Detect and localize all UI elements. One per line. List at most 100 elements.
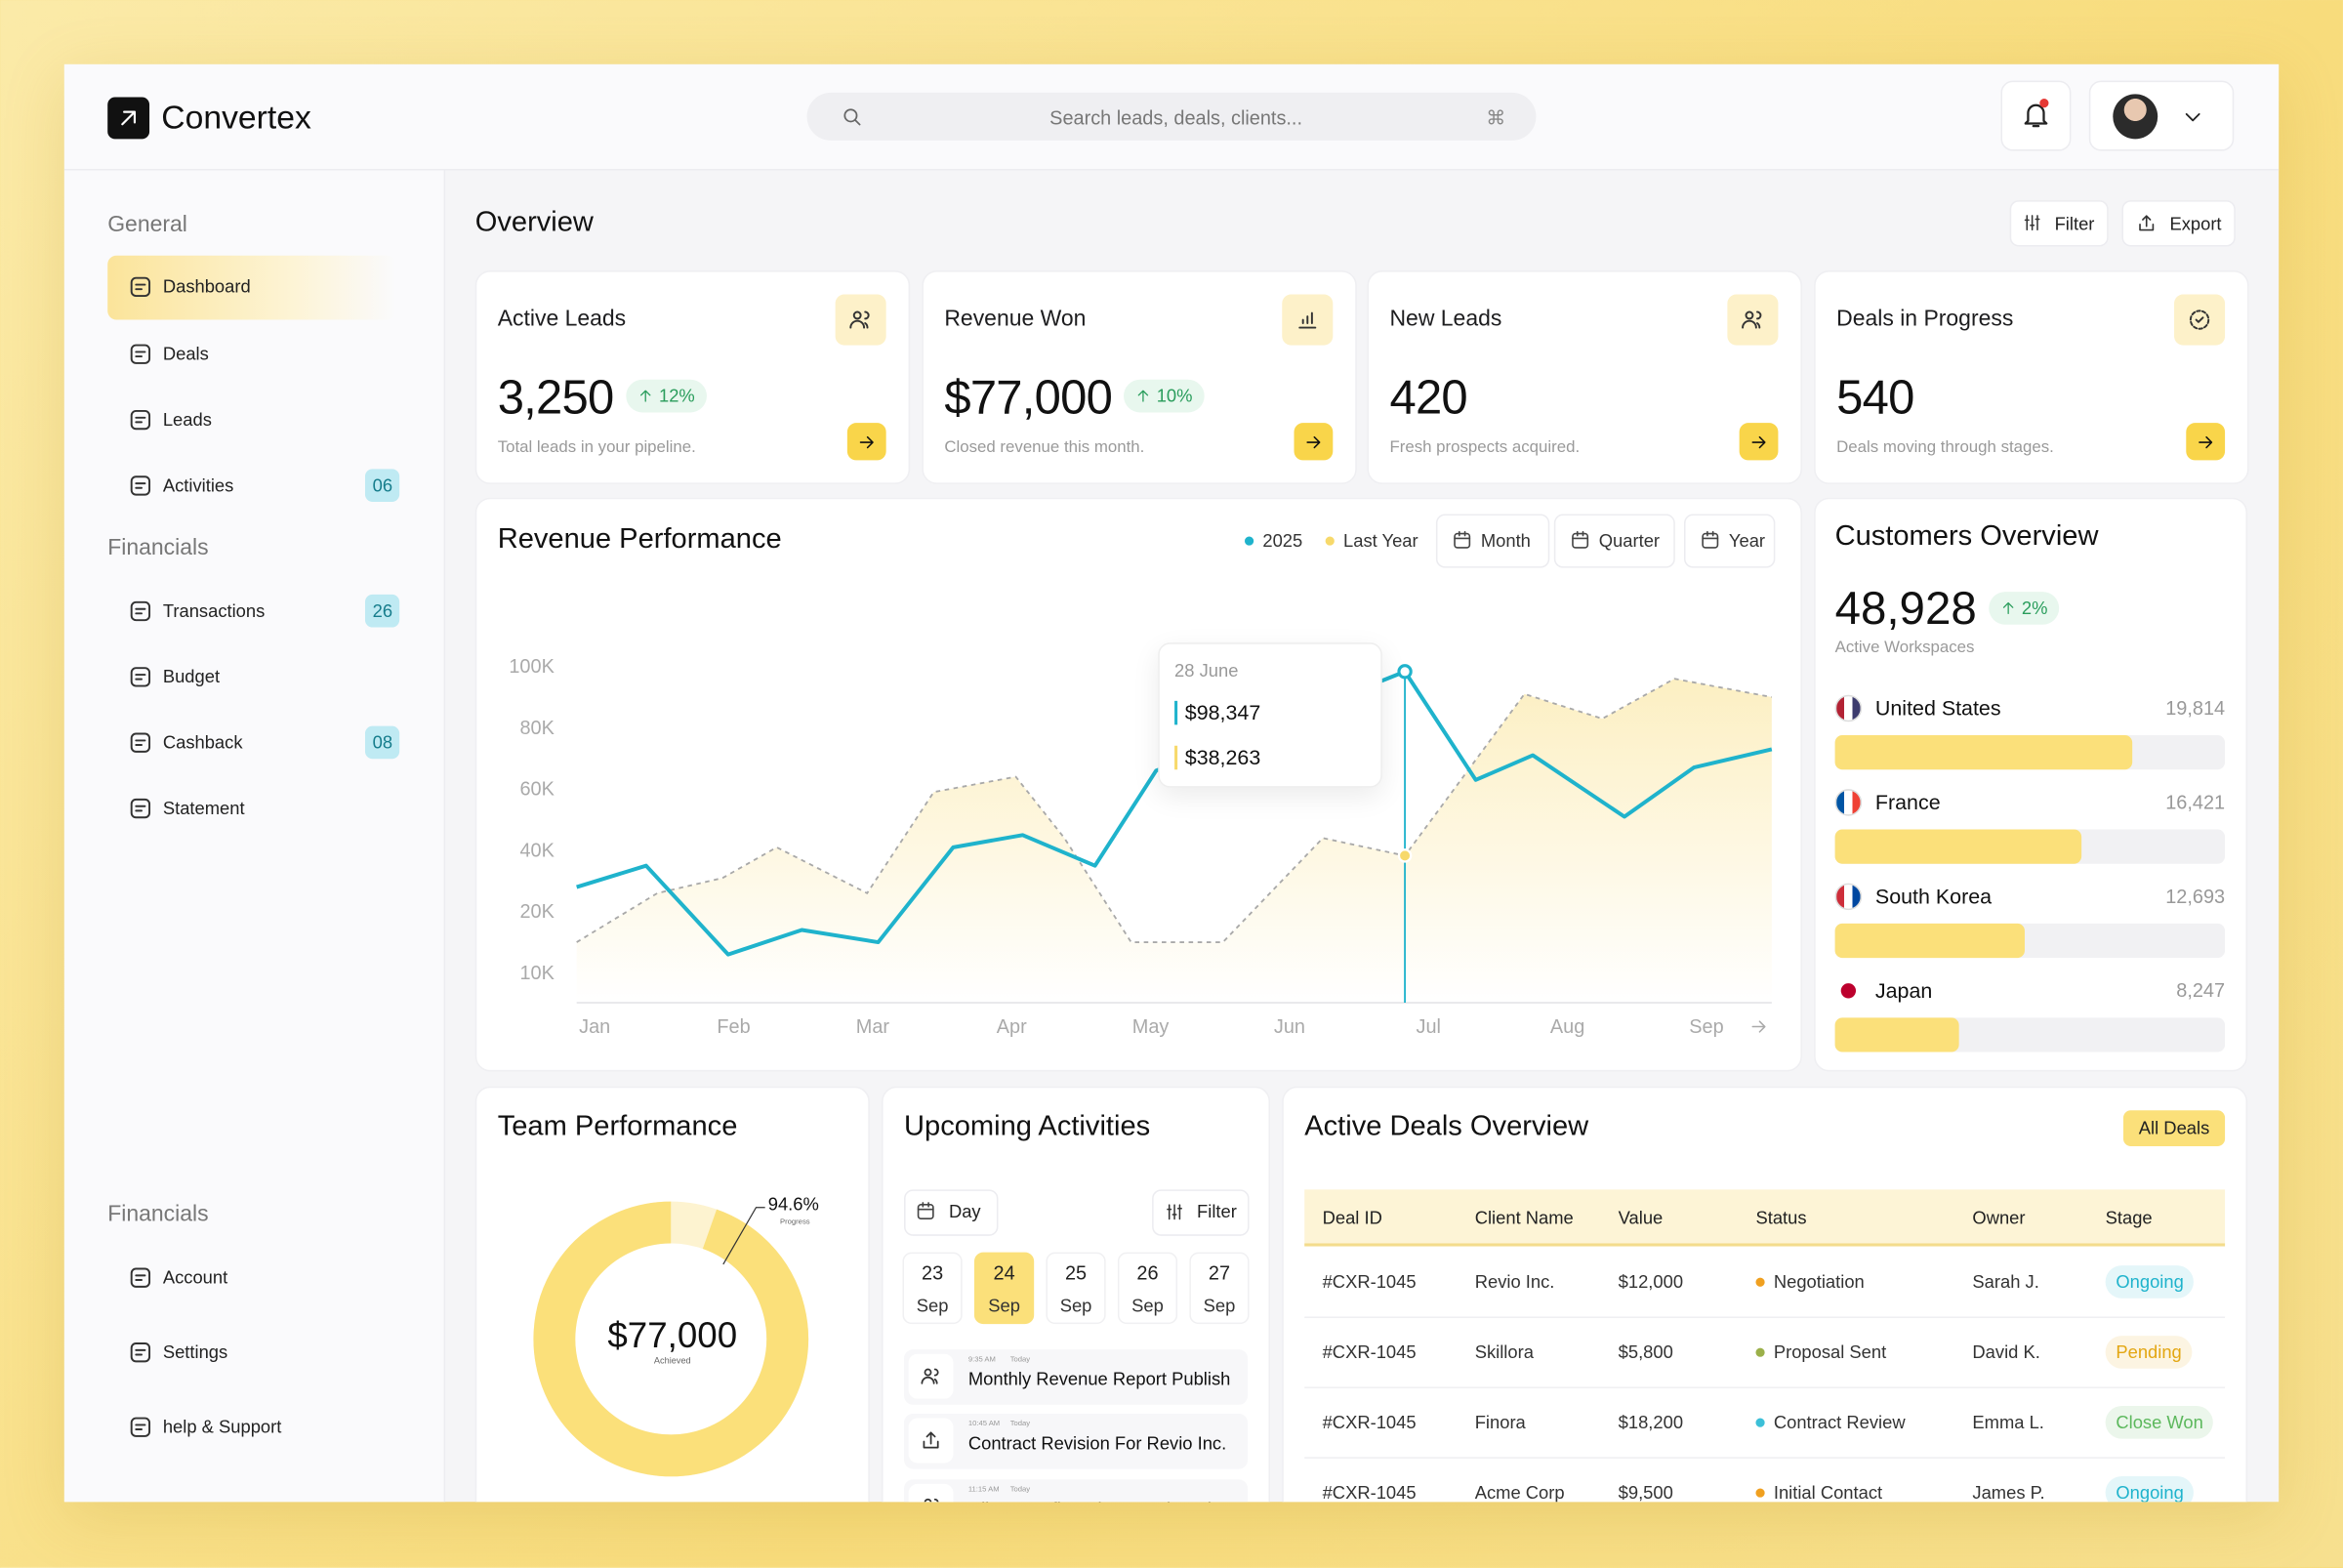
kpi-arrow-button[interactable] bbox=[2186, 423, 2226, 461]
icon-path bbox=[1572, 532, 1589, 549]
all-deals-button[interactable] bbox=[2122, 1110, 2226, 1146]
period-button[interactable] bbox=[1553, 514, 1675, 568]
nav-label: Cashback bbox=[162, 731, 243, 754]
table-cell: #CXR-1045 bbox=[1322, 1341, 1417, 1363]
date-cell[interactable] bbox=[1189, 1252, 1250, 1325]
icon-path bbox=[121, 110, 137, 126]
value-label: 12,693 bbox=[2165, 885, 2226, 908]
tooltip-swatch bbox=[1174, 700, 1178, 725]
kpi-arrow-button[interactable] bbox=[1739, 423, 1779, 461]
stage-pill: Ongoing bbox=[2105, 1475, 2195, 1503]
filter-button[interactable] bbox=[2009, 200, 2109, 247]
icon-path bbox=[2002, 601, 2014, 614]
y-tick-label: 20K bbox=[519, 899, 555, 923]
icon-path bbox=[2024, 103, 2048, 128]
x-tick-label: Jun bbox=[1273, 1014, 1305, 1038]
legend-label: 2025 bbox=[1262, 530, 1303, 552]
date-day: 23 bbox=[922, 1261, 944, 1285]
status-text: Initial Contact bbox=[1773, 1482, 1883, 1503]
table-cell: Finora bbox=[1474, 1412, 1526, 1433]
donut-segment bbox=[533, 1201, 809, 1477]
icon-path bbox=[135, 1424, 146, 1431]
view-button[interactable] bbox=[904, 1189, 999, 1236]
card-title: Upcoming Activities bbox=[904, 1111, 1151, 1143]
change-value: 12% bbox=[658, 385, 695, 407]
date-day: 24 bbox=[993, 1261, 1015, 1285]
period-button[interactable] bbox=[1683, 514, 1776, 568]
notification-button[interactable] bbox=[2000, 80, 2072, 151]
icon-path bbox=[130, 409, 151, 431]
export-button[interactable] bbox=[2121, 200, 2236, 247]
chart-title: Customers Overview bbox=[1834, 520, 2099, 553]
legend-label: Last Year bbox=[1343, 530, 1418, 552]
date-cell[interactable] bbox=[973, 1252, 1035, 1325]
kpi-arrow-button[interactable] bbox=[1294, 423, 1334, 461]
icon-path bbox=[917, 1204, 934, 1220]
icon bbox=[130, 276, 151, 298]
icon bbox=[130, 600, 151, 622]
tooltip-title: 28 June bbox=[1174, 660, 1239, 681]
y-tick-label: 100K bbox=[509, 654, 555, 678]
table-cell: Emma L. bbox=[1972, 1412, 2044, 1433]
icon-path bbox=[921, 1368, 939, 1384]
kpi-arrow-button[interactable] bbox=[846, 423, 886, 461]
search-bar[interactable] bbox=[806, 92, 1537, 141]
date-month: Sep bbox=[916, 1295, 949, 1317]
icon-path bbox=[130, 798, 151, 819]
chart-title: Team Performance bbox=[497, 1111, 738, 1143]
icon-path bbox=[135, 1274, 146, 1281]
icon-path bbox=[923, 1431, 939, 1449]
export-label: Export bbox=[2169, 213, 2222, 235]
icon bbox=[1454, 530, 1471, 549]
column-header: Owner bbox=[1972, 1207, 2026, 1228]
icon-path bbox=[135, 351, 146, 358]
category-label: Japan bbox=[1874, 977, 1933, 1003]
leader-line bbox=[722, 1207, 765, 1265]
column-header: Stage bbox=[2105, 1207, 2153, 1228]
kpi-value: 540 bbox=[1836, 370, 1914, 425]
category-label: France bbox=[1874, 790, 1941, 814]
status-dot bbox=[1755, 1277, 1765, 1287]
profile-button[interactable] bbox=[2088, 80, 2235, 151]
x-tick-label: Jul bbox=[1416, 1014, 1441, 1038]
icon-path bbox=[130, 1417, 151, 1437]
icon-path bbox=[2024, 215, 2040, 230]
icon bbox=[130, 409, 151, 431]
icon-path bbox=[849, 310, 870, 329]
value-label: 16,421 bbox=[2165, 791, 2226, 813]
nav-badge: 06 bbox=[364, 469, 400, 503]
icon bbox=[130, 1267, 151, 1288]
icon-path bbox=[1306, 435, 1321, 449]
nav-item[interactable] bbox=[107, 255, 396, 320]
filter-button[interactable] bbox=[1152, 1189, 1250, 1236]
kpi-description: Total leads in your pipeline. bbox=[497, 438, 696, 457]
kpi-description: Deals moving through stages. bbox=[1836, 438, 2054, 457]
icon-path bbox=[1572, 530, 1589, 540]
icon bbox=[1137, 390, 1149, 402]
date-day: 25 bbox=[1064, 1261, 1088, 1285]
bar bbox=[1834, 735, 2133, 770]
filter-label: Filter bbox=[1197, 1201, 1237, 1222]
icon-path bbox=[1702, 532, 1719, 549]
chart-title: Revenue Performance bbox=[497, 523, 782, 556]
icon-path bbox=[933, 1498, 939, 1503]
activity-row bbox=[904, 1479, 1249, 1503]
activity-when: Today bbox=[1009, 1420, 1031, 1429]
table-cell: Sarah J. bbox=[1972, 1271, 2039, 1293]
icon-path bbox=[1137, 390, 1149, 402]
icon-path bbox=[859, 435, 874, 449]
kpi-icon-box bbox=[835, 294, 886, 346]
icon-path bbox=[1454, 530, 1471, 540]
date-cell[interactable] bbox=[1046, 1252, 1106, 1325]
app-content: Convertex Search leads, deals, clients...… bbox=[63, 63, 2280, 1503]
value-label: 94.6% bbox=[767, 1193, 819, 1216]
date-cell[interactable] bbox=[1117, 1252, 1178, 1325]
date-cell[interactable] bbox=[902, 1252, 963, 1325]
y-tick-label: 60K bbox=[519, 777, 555, 801]
nav-label: Statement bbox=[162, 798, 245, 819]
activity-time: 11:15 AM bbox=[967, 1485, 1000, 1495]
nav-label: Deals bbox=[162, 343, 209, 365]
series-line bbox=[576, 669, 1773, 957]
activity-icon bbox=[908, 1353, 954, 1399]
icon-path bbox=[852, 310, 862, 320]
